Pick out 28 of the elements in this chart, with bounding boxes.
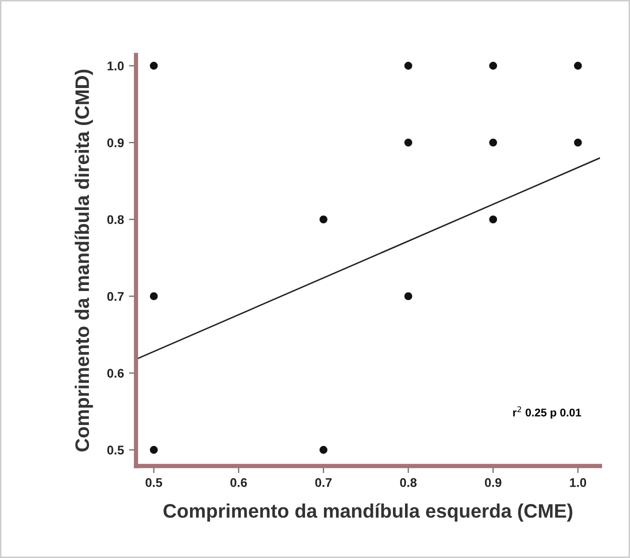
point bbox=[574, 62, 582, 70]
annotation: r$^{2}$ 0.25 p 0.01 bbox=[513, 406, 582, 419]
point bbox=[150, 292, 158, 300]
x-tick-label: 0.8 bbox=[400, 478, 417, 487]
x-tick-label: 1.0 bbox=[570, 478, 586, 487]
y-tick-label: 0.5 bbox=[107, 446, 124, 455]
x-tick-label: 0.6 bbox=[230, 478, 247, 487]
point bbox=[404, 138, 412, 147]
y-axis-title: Comprimento da mandíbula direita (CMD) bbox=[74, 70, 93, 452]
point bbox=[489, 62, 498, 70]
y-tick-label: 0.8 bbox=[107, 215, 124, 224]
point bbox=[574, 138, 582, 147]
x-axis-title: Comprimento da mandíbula esquerda (CME) bbox=[164, 503, 572, 522]
x-tick-label: 0.5 bbox=[146, 478, 162, 487]
point bbox=[489, 138, 498, 147]
y-tick-label: 0.7 bbox=[107, 292, 124, 301]
point bbox=[489, 215, 498, 224]
point bbox=[404, 62, 412, 70]
point bbox=[150, 62, 158, 70]
y-tick-label: 1.0 bbox=[108, 62, 124, 70]
y-tick-label: 0.6 bbox=[107, 368, 124, 378]
point bbox=[404, 292, 412, 300]
y-tick-label: 0.9 bbox=[107, 138, 124, 148]
point bbox=[320, 215, 328, 224]
x-tick-label: 0.9 bbox=[484, 478, 502, 487]
x-tick-label: 0.7 bbox=[315, 478, 332, 487]
point bbox=[150, 446, 158, 454]
point bbox=[320, 446, 328, 454]
